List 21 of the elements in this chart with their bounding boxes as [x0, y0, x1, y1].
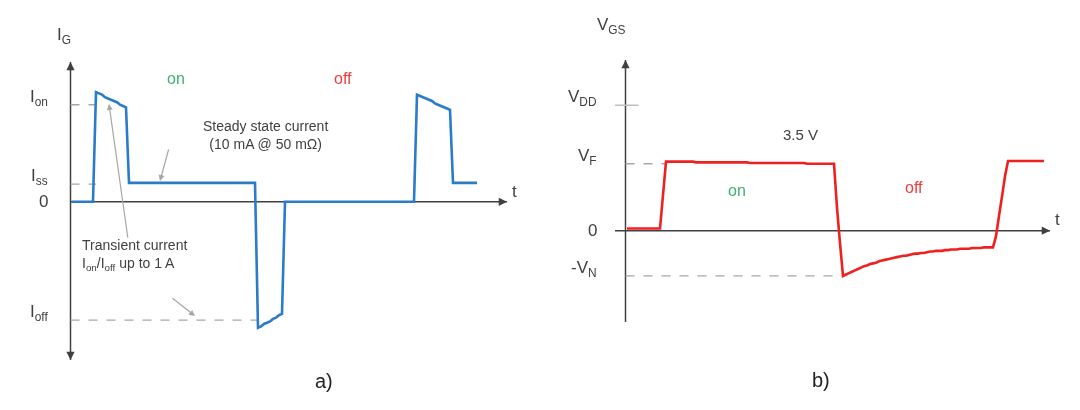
- annotation: Transient current I$_{on}$/I$_{off}$ up to 1 A: [82, 237, 188, 274]
- ref-line-label: I$_{ss}$: [31, 166, 48, 188]
- ref-line-label: V$_{F}$: [578, 146, 597, 168]
- text: a): [315, 370, 333, 392]
- annotation: on: [728, 182, 746, 199]
- annotation: Steady state current (10 mA @ 50 mΩ): [203, 118, 329, 153]
- ref-line-label: I$_{on}$: [30, 87, 48, 109]
- x-axis-title: t: [1055, 210, 1060, 229]
- x-axis-title: t: [512, 182, 517, 201]
- text: off: [334, 70, 353, 87]
- annotation: off: [905, 179, 924, 196]
- y-axis-title: I$_{G}$: [57, 25, 71, 47]
- ref-line-label: I$_{off}$: [30, 302, 49, 324]
- text: on: [167, 70, 185, 87]
- ref-line-label: 0: [39, 192, 49, 211]
- ref-line-label: V$_{DD}$: [568, 87, 597, 109]
- text: b): [812, 369, 830, 391]
- text: 3.5 V: [783, 126, 819, 143]
- ref-line-label: -V$_{N}$: [571, 258, 597, 280]
- ref-line-label: 0: [588, 221, 598, 240]
- y-axis-title: V$_{GS}$: [597, 15, 626, 37]
